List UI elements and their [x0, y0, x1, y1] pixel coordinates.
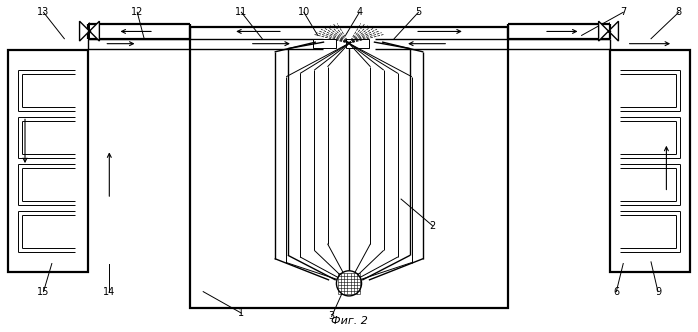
Bar [346, 39, 369, 47]
Text: 14: 14 [103, 287, 116, 296]
Bar [191, 27, 507, 308]
Text: 11: 11 [235, 7, 248, 17]
Bar [313, 39, 336, 47]
Text: 10: 10 [298, 7, 310, 17]
Text: 7: 7 [620, 7, 626, 17]
Text: 6: 6 [614, 287, 619, 296]
Text: 1: 1 [238, 308, 244, 318]
Text: 12: 12 [131, 7, 143, 17]
Text: 2: 2 [429, 220, 436, 230]
Polygon shape [80, 21, 89, 41]
Text: 5: 5 [415, 7, 422, 17]
Text: 3: 3 [329, 311, 335, 321]
Polygon shape [599, 21, 609, 41]
Bar [610, 50, 690, 272]
Circle shape [336, 271, 362, 296]
Polygon shape [609, 21, 618, 41]
Text: 4: 4 [357, 7, 362, 17]
Text: 13: 13 [38, 7, 50, 17]
Bar [8, 50, 88, 272]
Text: Фиг. 2: Фиг. 2 [331, 316, 367, 326]
Polygon shape [89, 21, 99, 41]
Text: 9: 9 [655, 287, 661, 296]
Text: 15: 15 [37, 287, 50, 296]
Text: 8: 8 [676, 7, 682, 17]
